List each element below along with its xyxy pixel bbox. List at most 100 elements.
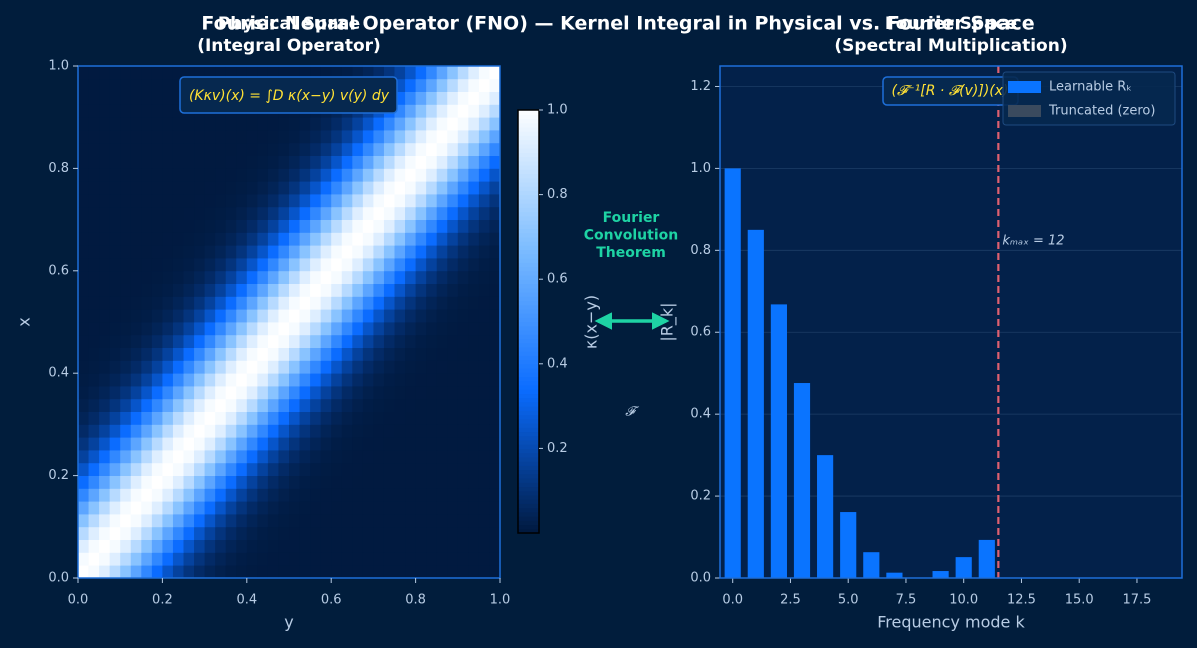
heatmap-cell <box>194 194 205 208</box>
heatmap-cell <box>194 462 205 476</box>
heatmap-cell <box>341 360 353 374</box>
x-tick-label: 1.0 <box>490 593 511 608</box>
heatmap-cell <box>183 206 195 220</box>
heatmap-cell <box>130 386 142 400</box>
colorbar-band <box>518 444 539 449</box>
heatmap-cell <box>99 424 111 438</box>
heatmap-cell <box>436 78 448 92</box>
colorbar-band <box>518 262 539 268</box>
heatmap-cell <box>447 539 459 553</box>
heatmap-cell <box>447 386 459 400</box>
heatmap-cell <box>320 168 332 182</box>
heatmap-cell <box>151 194 163 208</box>
heatmap-cell <box>383 117 395 131</box>
heatmap-cell <box>331 155 343 169</box>
heatmap-cell <box>246 539 258 553</box>
heatmap-cell <box>352 322 364 336</box>
heatmap-cell <box>88 424 100 438</box>
x-tick-label: 7.5 <box>896 593 917 608</box>
heatmap-cell <box>141 206 153 220</box>
heatmap-cell <box>331 270 343 284</box>
x-tick-label: 0.8 <box>405 593 426 608</box>
heatmap-cell <box>331 194 343 208</box>
heatmap-cell <box>172 270 184 284</box>
heatmap-cell <box>478 270 490 284</box>
heatmap-cell <box>130 309 142 323</box>
heatmap-cell <box>246 155 258 169</box>
heatmap-cell <box>426 168 438 182</box>
heatmap-cell <box>289 565 300 579</box>
heatmap-cell <box>447 283 459 297</box>
heatmap-cell <box>278 66 290 80</box>
heatmap-cell <box>267 450 279 464</box>
legend-label: Truncated (zero) <box>1048 104 1155 119</box>
heatmap-cell <box>257 539 269 553</box>
colorbar-band <box>518 114 539 120</box>
heatmap-cell <box>310 565 322 579</box>
heatmap-cell <box>468 117 480 131</box>
heatmap-cell <box>373 334 385 348</box>
heatmap-cell <box>457 258 469 272</box>
heatmap-cell <box>257 411 269 425</box>
heatmap-cell <box>289 270 300 284</box>
heatmap-cell <box>426 450 438 464</box>
heatmap-cell <box>204 334 216 348</box>
heatmap-cell <box>320 552 332 566</box>
heatmap-cell <box>236 232 248 246</box>
heatmap-cell <box>299 168 311 182</box>
heatmap-cell <box>215 334 227 348</box>
heatmap-cell <box>120 232 132 246</box>
heatmap-cell <box>120 437 132 451</box>
heatmap-cell <box>489 245 501 259</box>
heatmap-cell <box>162 514 174 528</box>
heatmap-cell <box>489 78 501 92</box>
heatmap-cell <box>183 526 195 540</box>
heatmap-cell <box>426 296 438 310</box>
heatmap-cell <box>78 219 89 233</box>
colorbar-band <box>518 401 539 407</box>
heatmap-cell <box>405 66 416 80</box>
heatmap-cell <box>415 245 427 259</box>
heatmap-cell <box>320 411 332 425</box>
heatmap-cell <box>215 386 227 400</box>
heatmap-cell <box>236 514 248 528</box>
heatmap-cell <box>394 373 406 387</box>
heatmap-cell <box>215 373 227 387</box>
heatmap-cell <box>78 296 89 310</box>
heatmap-cell <box>331 296 343 310</box>
heatmap-cell <box>278 373 290 387</box>
heatmap-cell <box>246 514 258 528</box>
heatmap-cell <box>130 296 142 310</box>
heatmap-cell <box>320 245 332 259</box>
heatmap-cell <box>436 245 448 259</box>
heatmap-cell <box>447 232 459 246</box>
heatmap-cell <box>299 450 311 464</box>
heatmap-cell <box>394 450 406 464</box>
colorbar-band <box>518 465 539 471</box>
heatmap-cell <box>362 322 374 336</box>
heatmap-cell <box>120 78 132 92</box>
heatmap-cell <box>478 334 490 348</box>
heatmap-cell <box>457 322 469 336</box>
heatmap-cell <box>478 424 490 438</box>
bar <box>793 383 811 578</box>
heatmap-cell <box>405 488 416 502</box>
heatmap-cell <box>468 296 480 310</box>
heatmap-cell <box>130 475 142 489</box>
heatmap-cell <box>267 142 279 156</box>
heatmap-cell <box>489 360 501 374</box>
heatmap-cell <box>468 232 480 246</box>
heatmap-cell <box>278 539 290 553</box>
heatmap-cell <box>99 117 111 131</box>
heatmap-cell <box>405 475 416 489</box>
heatmap-cell <box>436 437 448 451</box>
heatmap-cell <box>257 526 269 540</box>
heatmap-cell <box>236 296 248 310</box>
heatmap-cell <box>310 475 322 489</box>
heatmap-cell <box>215 130 227 144</box>
colorbar-band <box>518 194 539 200</box>
heatmap-cell <box>88 411 100 425</box>
heatmap-cell <box>215 219 227 233</box>
heatmap-cell <box>331 322 343 336</box>
heatmap-cell <box>468 245 480 259</box>
